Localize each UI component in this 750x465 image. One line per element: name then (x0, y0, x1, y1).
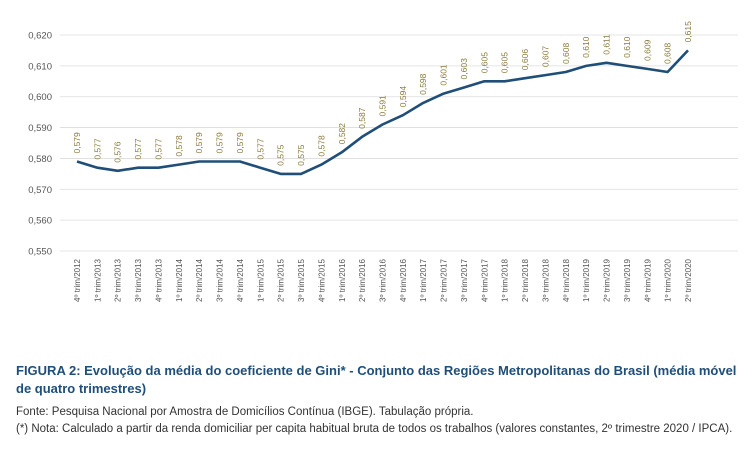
data-labels: 0,579 0,577 0,576 0,577 0,577 0,578 0,579 0,579… (72, 21, 693, 166)
data-label: 0,578 (316, 135, 326, 157)
data-label: 0,582 (337, 123, 347, 145)
data-label: 0,609 (642, 39, 652, 61)
x-tick-label: 3º trim/2017 (460, 258, 469, 301)
x-tick-label: 4º trim/2012 (73, 258, 82, 301)
x-tick-label: 4º trim/2015 (317, 258, 326, 301)
data-label: 0,577 (255, 138, 265, 160)
x-tick-label: 2º trim/2018 (521, 258, 530, 301)
x-tick-label: 2º trim/2017 (440, 258, 449, 301)
figure-note: (*) Nota: Calculado a partir da renda do… (16, 423, 733, 435)
x-tick-label: 1º trim/2019 (582, 258, 591, 301)
x-tick-label: 1º trim/2020 (664, 258, 673, 301)
data-label: 0,594 (398, 86, 408, 108)
data-label: 0,608 (561, 42, 571, 64)
x-axis-ticks: 4º trim/2012 1º trim/2013 2º trim/2013 3º t… (73, 258, 693, 301)
x-tick-label: 1º trim/2016 (338, 258, 347, 301)
x-tick-label: 4º trim/2016 (399, 258, 408, 301)
x-tick-label: 3º trim/2018 (541, 258, 550, 301)
y-tick-label: 0,560 (28, 216, 52, 227)
x-tick-label: 3º trim/2016 (379, 258, 388, 301)
x-tick-label: 2º trim/2014 (195, 258, 204, 301)
data-label: 0,610 (581, 36, 591, 58)
y-tick-label: 0,620 (28, 31, 52, 42)
data-label: 0,603 (459, 58, 469, 80)
series-line (76, 49, 689, 176)
data-label: 0,575 (296, 144, 306, 166)
x-tick-label: 2º trim/2013 (114, 258, 123, 301)
data-label: 0,577 (153, 138, 163, 160)
data-label: 0,605 (479, 52, 489, 74)
x-tick-label: 2º trim/2019 (603, 258, 612, 301)
data-label: 0,605 (500, 52, 510, 74)
x-tick-label: 1º trim/2013 (93, 258, 102, 301)
x-tick-label: 1º trim/2014 (175, 258, 184, 301)
gini-line-chart: 0,550 0,560 0,570 0,580 0,590 0,600 0,610 0,620… (28, 21, 738, 302)
x-tick-label: 1º trim/2015 (256, 258, 265, 301)
data-label: 0,608 (663, 42, 673, 64)
x-tick-label: 4º trim/2019 (643, 258, 652, 301)
y-tick-label: 0,610 (28, 61, 52, 72)
x-tick-label: 2º trim/2016 (358, 258, 367, 301)
x-tick-label: 1º trim/2017 (419, 258, 428, 301)
x-tick-label: 3º trim/2015 (297, 258, 306, 301)
data-label: 0,579 (72, 132, 82, 154)
x-tick-label: 3º trim/2013 (134, 258, 143, 301)
y-tick-label: 0,600 (28, 92, 52, 103)
x-tick-label: 4º trim/2014 (236, 258, 245, 301)
x-tick-label: 2º trim/2015 (277, 258, 286, 301)
data-label: 0,575 (276, 144, 286, 166)
x-tick-label: 1º trim/2018 (501, 258, 510, 301)
data-label: 0,611 (602, 34, 612, 55)
data-label: 0,607 (540, 46, 550, 68)
y-tick-label: 0,590 (28, 123, 52, 134)
data-label: 0,577 (92, 138, 102, 160)
data-label: 0,576 (113, 141, 123, 163)
x-tick-label: 4º trim/2013 (154, 258, 163, 301)
figure-title: FIGURA 2: Evolução da média do coeficien… (16, 363, 737, 396)
y-tick-label: 0,570 (28, 185, 52, 196)
data-label: 0,579 (235, 132, 245, 154)
data-label: 0,601 (439, 64, 449, 86)
x-tick-label: 2º trim/2020 (684, 258, 693, 301)
x-tick-label: 3º trim/2014 (216, 258, 225, 301)
data-label: 0,578 (174, 135, 184, 157)
x-tick-label: 4º trim/2017 (480, 258, 489, 301)
data-label: 0,610 (622, 36, 632, 58)
data-label: 0,587 (357, 107, 367, 129)
figure-source: Fonte: Pesquisa Nacional por Amostra de … (16, 406, 474, 418)
gridlines (60, 34, 738, 252)
data-label: 0,579 (215, 132, 225, 154)
data-label: 0,579 (194, 132, 204, 154)
data-label: 0,606 (520, 49, 530, 71)
data-label: 0,577 (133, 138, 143, 160)
data-label: 0,598 (418, 73, 428, 95)
data-label: 0,591 (378, 95, 388, 117)
x-tick-label: 4º trim/2018 (562, 258, 571, 301)
x-tick-label: 3º trim/2019 (623, 258, 632, 301)
data-label: 0,615 (683, 21, 693, 43)
y-tick-label: 0,580 (28, 154, 52, 165)
y-axis-ticks: 0,550 0,560 0,570 0,580 0,590 0,600 0,610 0,620 (28, 31, 52, 258)
y-tick-label: 0,550 (28, 247, 52, 258)
